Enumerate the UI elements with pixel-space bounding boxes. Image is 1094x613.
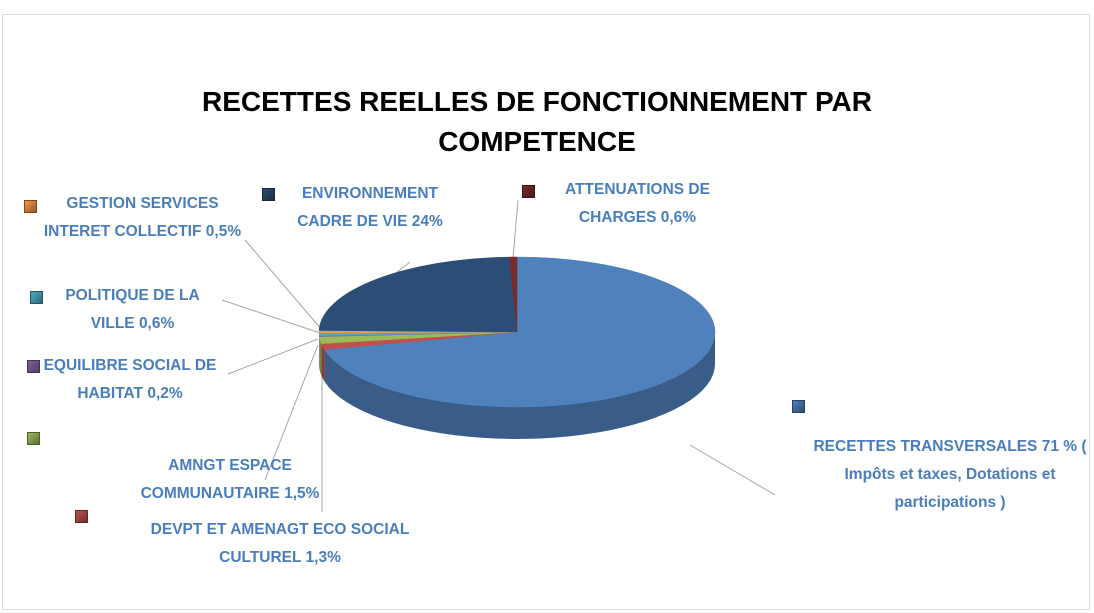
value-label: 0,6% xyxy=(660,209,697,226)
value-label: 0,6% xyxy=(138,315,175,332)
legend-marker xyxy=(792,400,805,413)
category-name: ENVIRONNEMENT CADRE DE VIE xyxy=(297,185,439,230)
slice-side xyxy=(319,336,322,376)
slice xyxy=(318,256,518,333)
category-name: RECETTES TRANSVERSALES xyxy=(813,438,1038,455)
leader-line xyxy=(221,299,321,334)
category-name: GESTION SERVICES INTERET COLLECTIF xyxy=(43,195,219,240)
data-label: GESTION SERVICES INTERET COLLECTIF 0,5% xyxy=(40,190,245,246)
chart-title: RECETTES REELLES DE FONCTIONNEMENT PAR C… xyxy=(202,86,872,157)
value-label: 0,5% xyxy=(205,223,242,240)
category-name: EQUILIBRE SOCIAL DE HABITAT xyxy=(43,357,217,402)
data-label: EQUILIBRE SOCIAL DE HABITAT 0,2% xyxy=(30,352,230,408)
leader-line xyxy=(512,199,519,259)
value-label: 24% xyxy=(411,213,443,230)
annotation: ( Impôts et taxes, Dotations et particip… xyxy=(844,438,1087,511)
category-name: POLITIQUE DE LA VILLE xyxy=(65,287,200,332)
leader-line xyxy=(689,444,776,496)
data-label: POLITIQUE DE LA VILLE 0,6% xyxy=(45,282,220,338)
legend-marker xyxy=(75,510,88,523)
data-label: AMNGT ESPACE COMMUNAUTAIRE 1,5% xyxy=(75,452,345,508)
category-name: AMNGT ESPACE COMMUNAUTAIRE xyxy=(140,457,292,502)
data-label: ENVIRONNEMENT CADRE DE VIE 24% xyxy=(275,180,465,236)
legend-marker xyxy=(30,291,43,304)
leader-line xyxy=(227,338,319,375)
slice-side xyxy=(321,343,325,382)
leader-line xyxy=(244,239,323,331)
category-name: DEVPT ET AMENAGT ECO SOCIAL CULTUREL xyxy=(150,521,410,566)
value-label: 0,2% xyxy=(147,385,183,402)
value-label: 1,5% xyxy=(284,485,320,502)
legend-marker xyxy=(27,360,40,373)
legend-marker xyxy=(24,200,37,213)
legend-marker xyxy=(27,432,40,445)
slice-side xyxy=(324,332,715,439)
chart-frame xyxy=(2,14,1090,610)
data-label: RECETTES TRANSVERSALES 71 % ( Impôts et … xyxy=(800,433,1094,517)
value-label: 71 % xyxy=(1041,438,1078,455)
leader-line xyxy=(264,344,319,481)
data-label: DEVPT ET AMENAGT ECO SOCIAL CULTUREL 1,3… xyxy=(110,516,450,572)
slice xyxy=(509,256,518,333)
data-label: ATTENUATIONS DE CHARGES 0,6% xyxy=(540,176,735,232)
legend-marker xyxy=(522,185,535,198)
legend-marker xyxy=(262,188,275,201)
category-name: ATTENUATIONS DE CHARGES xyxy=(565,181,710,226)
leader-lines xyxy=(221,199,776,512)
slice xyxy=(324,256,716,408)
value-label: 1,3% xyxy=(305,549,341,566)
